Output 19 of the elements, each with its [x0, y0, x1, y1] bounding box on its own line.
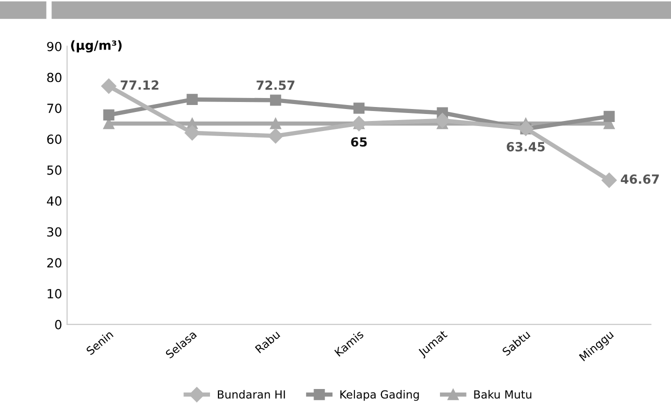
y-tick-label: 0	[55, 320, 62, 330]
legend-label: Baku Mutu	[474, 390, 532, 399]
y-tick-label: 20	[47, 258, 62, 268]
y-tick-label: 80	[47, 72, 62, 82]
data-label: 65	[351, 137, 367, 147]
legend-label: Bundaran HI	[218, 390, 285, 399]
y-tick-label: 60	[47, 134, 62, 144]
data-label: 46.67	[620, 174, 659, 184]
y-tick-label: 40	[46, 196, 62, 206]
y-tick-label: 30	[47, 227, 62, 237]
y-tick-label: 50	[47, 165, 62, 175]
y-axis-title: (µg/m³)	[71, 40, 122, 52]
y-tick-label: 70	[47, 104, 62, 114]
data-label: 77.12	[120, 80, 158, 90]
y-tick-label: 90	[47, 42, 62, 52]
legend-label: Kelapa Gading	[340, 390, 419, 401]
data-label: 63.45	[506, 142, 545, 152]
data-label: 72.57	[256, 80, 294, 90]
y-tick-label: 10	[48, 288, 62, 298]
